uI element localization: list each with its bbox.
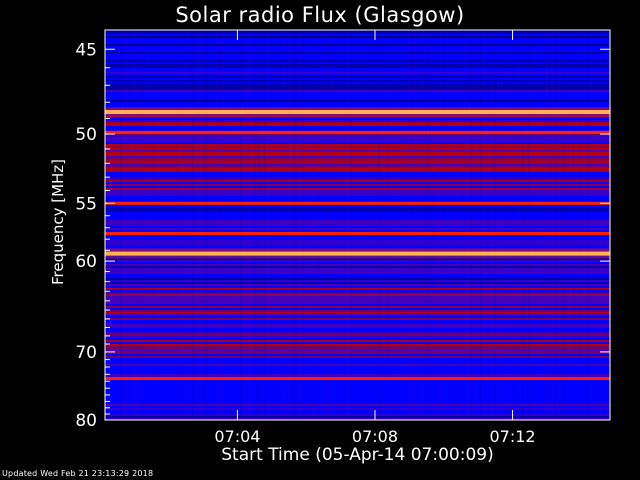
- band-4: [105, 251, 610, 256]
- plot-frame: [104, 29, 611, 421]
- y-axis: 45 50 55 60 70 80: [75, 40, 610, 431]
- spectrogram-texture: [105, 30, 610, 420]
- y-axis-label: Frequency [MHz]: [49, 158, 67, 286]
- x-tick-label: 07:04: [214, 427, 260, 446]
- x-tick-label: 07:08: [352, 427, 398, 446]
- band-2: [105, 201, 610, 205]
- updated-timestamp: Updated Wed Feb 21 23:13:29 2018: [2, 469, 154, 478]
- y-tick-label: 70: [75, 343, 97, 363]
- y-tick-label: 45: [75, 40, 97, 60]
- band-0: [105, 110, 610, 115]
- band-halo-0: [105, 107, 610, 118]
- x-tick-label: 07:12: [489, 427, 535, 446]
- x-axis: 07:04 07:08 07:12: [214, 30, 536, 446]
- x-axis-label: Start Time (05-Apr-14 07:00:09): [221, 445, 494, 465]
- y-tick-label: 55: [75, 194, 97, 214]
- band-3: [105, 231, 610, 235]
- band-1: [105, 130, 610, 134]
- y-tick-label: 50: [75, 125, 97, 145]
- y-tick-label: 80: [75, 411, 97, 431]
- chart-title: Solar radio Flux (Glasgow): [175, 3, 465, 27]
- spectrogram-plot-area: [105, 30, 610, 420]
- band-5: [105, 377, 610, 381]
- band-halo-4: [105, 248, 610, 259]
- y-tick-label: 60: [75, 252, 97, 272]
